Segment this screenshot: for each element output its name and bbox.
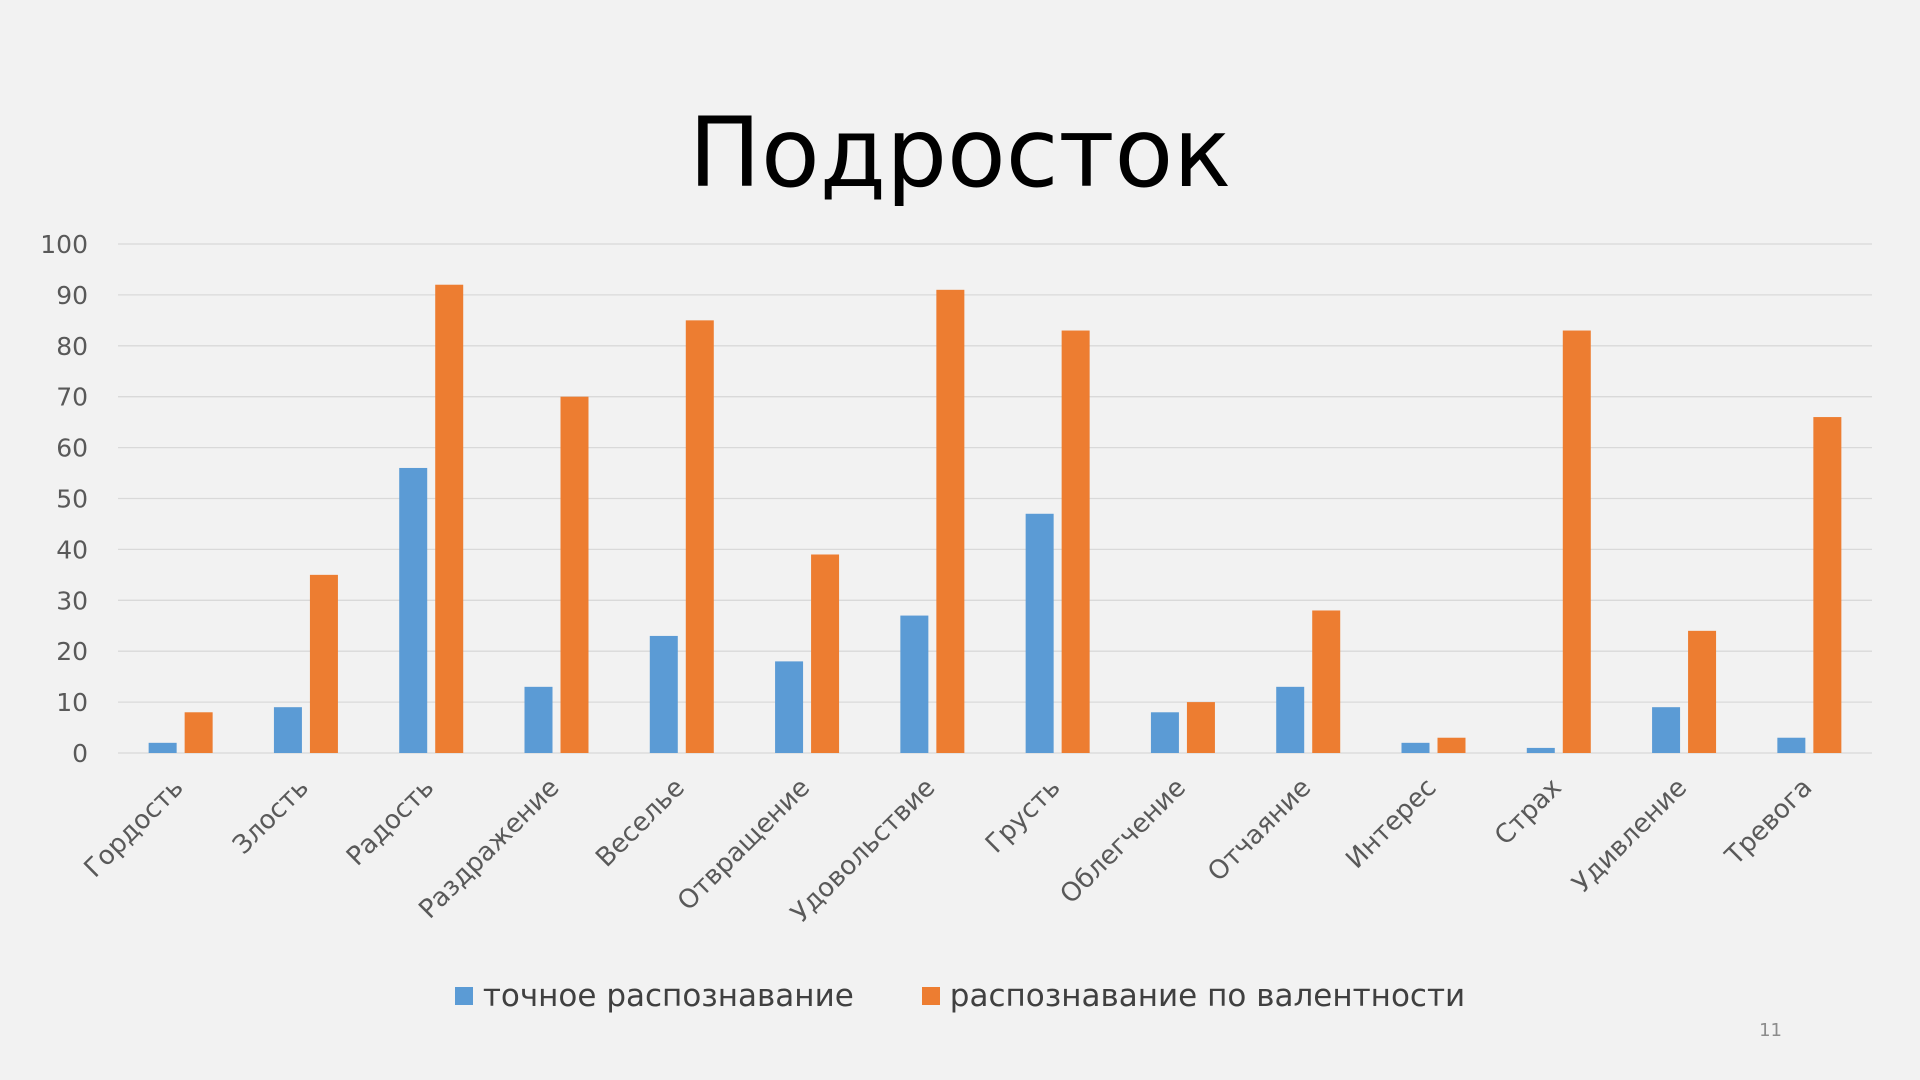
bar-exact (1025, 513, 1054, 753)
x-tick-label: Злость (227, 773, 315, 861)
bar-exact (1652, 707, 1681, 753)
x-tick-label: Отвращение (672, 773, 816, 917)
bar-valence (560, 396, 589, 753)
x-tick-label: Страх (1489, 773, 1568, 852)
bar-valence (1312, 610, 1341, 753)
bar-valence (1186, 702, 1215, 753)
bars (148, 284, 1842, 753)
x-tick-label: Удивление (1567, 773, 1693, 899)
bar-exact (148, 742, 177, 753)
bar-valence (936, 289, 965, 753)
x-tick-label: Тревога (1719, 773, 1818, 872)
x-tick-label: Интерес (1340, 773, 1442, 875)
bar-exact (524, 686, 553, 753)
bar-exact (649, 635, 678, 753)
bar-exact (775, 661, 804, 753)
x-tick-label: Грусть (980, 773, 1067, 860)
bar-valence (435, 284, 464, 753)
x-tick-label: Отчаяние (1202, 773, 1317, 888)
legend-swatch-valence (921, 987, 940, 1005)
bar-valence (184, 712, 213, 753)
bar-valence (309, 574, 338, 753)
y-tick-label: 90 (56, 281, 88, 310)
x-tick-label: Гордость (79, 773, 190, 884)
y-tick-label: 70 (56, 383, 88, 412)
y-tick-label: 100 (40, 230, 88, 259)
bar-exact (1276, 686, 1305, 753)
legend-swatch-exact (454, 987, 473, 1005)
bar-exact (1401, 742, 1430, 753)
y-tick-label: 20 (56, 637, 88, 666)
bar-exact (900, 615, 929, 753)
bar-exact (1526, 747, 1555, 753)
y-tick-label: 30 (56, 586, 88, 615)
bar-valence (1688, 630, 1717, 753)
legend-label-exact: точное распознавание (482, 978, 854, 1014)
x-tick-label: Радость (341, 773, 440, 872)
bar-valence (1562, 330, 1591, 753)
bar-valence (811, 554, 840, 753)
legend-label-valence: распознавание по валентности (949, 978, 1466, 1014)
x-tick-label: Облегчение (1055, 773, 1192, 910)
bar-valence (1061, 330, 1090, 753)
legend-item-valence: распознавание по валентности (921, 978, 1466, 1014)
y-axis-ticks: 0 10 20 30 40 50 60 70 80 90 100 (40, 230, 88, 768)
x-tick-label: Веселье (590, 773, 690, 873)
gridlines (118, 243, 1872, 754)
y-tick-label: 80 (56, 332, 88, 361)
page-number: 11 (1759, 1020, 1782, 1041)
y-tick-label: 40 (56, 535, 88, 564)
legend: точное распознавание распознавание по ва… (0, 978, 1920, 1014)
y-tick-label: 0 (72, 739, 88, 768)
bar-valence (1813, 417, 1842, 753)
bar-exact (273, 707, 302, 753)
bar-valence (1437, 737, 1466, 753)
bar-exact (1150, 712, 1179, 753)
slide-title: Подросток (688, 97, 1232, 209)
y-tick-label: 50 (56, 485, 88, 514)
bar-exact (399, 467, 428, 753)
bar-valence (685, 320, 714, 753)
legend-item-exact: точное распознавание (454, 978, 854, 1014)
bar-exact (1777, 737, 1806, 753)
y-tick-label: 10 (56, 688, 88, 717)
y-tick-label: 60 (56, 434, 88, 463)
